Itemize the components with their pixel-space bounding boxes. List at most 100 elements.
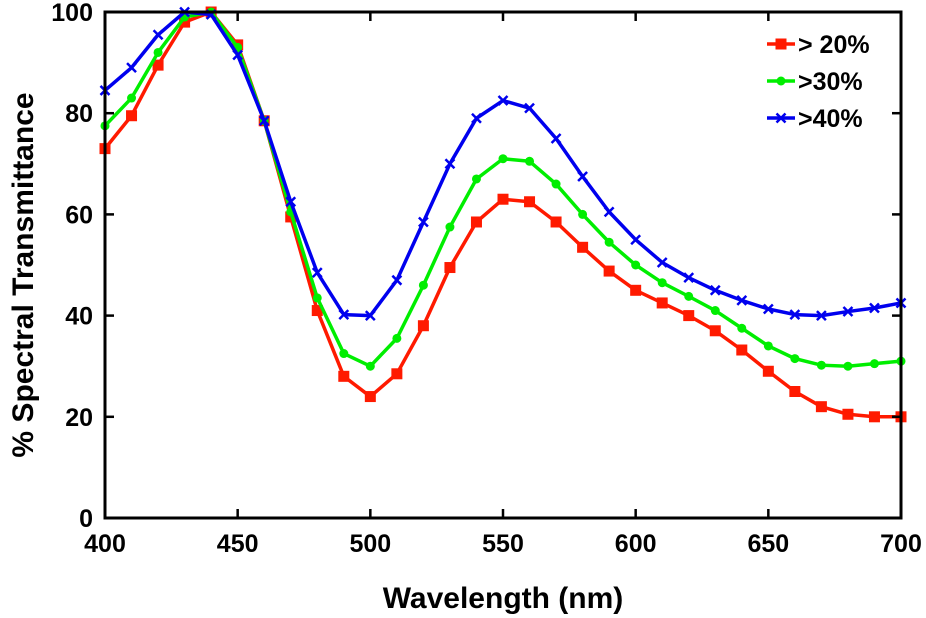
data-point-30	[737, 323, 747, 333]
data-point-40	[497, 95, 509, 106]
data-point-30	[153, 47, 163, 57]
data-point-20	[444, 262, 456, 274]
data-point-20	[577, 241, 589, 253]
series-line-40	[103, 10, 902, 318]
data-point-40	[656, 257, 668, 268]
data-point-40	[311, 267, 323, 278]
data-point-40	[762, 303, 774, 315]
data-point-20	[152, 59, 164, 71]
axis-ticks	[103, 10, 903, 520]
data-point-40	[391, 274, 403, 286]
data-point-20	[417, 320, 429, 332]
data-point-30	[365, 361, 375, 371]
data-point-20	[683, 310, 695, 322]
data-point-40	[364, 310, 376, 321]
data-point-30	[869, 359, 879, 369]
data-point-30	[339, 349, 349, 359]
y-tick-label: 60	[65, 201, 93, 229]
data-point-40	[630, 234, 642, 246]
data-point-30	[684, 291, 694, 301]
data-point-40	[550, 133, 562, 144]
data-point-30	[525, 156, 535, 166]
data-point-30	[312, 293, 322, 303]
data-point-30	[498, 154, 508, 164]
legend-label: >40%	[798, 105, 863, 133]
data-point-30	[604, 237, 614, 247]
data-point-30	[551, 179, 561, 189]
data-point-20	[311, 305, 323, 317]
data-point-40	[126, 62, 137, 74]
data-point-40	[683, 272, 695, 284]
data-point-40	[285, 196, 297, 208]
series-layer	[99, 6, 907, 423]
legend-entry-40: >40%	[767, 105, 863, 133]
data-point-30	[418, 280, 428, 290]
data-point-20	[842, 408, 854, 420]
data-point-30	[710, 306, 720, 316]
legend-swatch-marker	[775, 112, 787, 124]
data-point-30	[392, 333, 402, 343]
series-line-20	[103, 10, 901, 419]
data-point-20	[736, 344, 748, 356]
x-tick-label: 400	[84, 530, 126, 558]
data-point-20	[497, 193, 509, 205]
data-point-40	[603, 206, 615, 218]
legend-entry-20: > 20%	[767, 31, 870, 59]
data-point-30	[763, 341, 773, 351]
data-point-20	[762, 365, 774, 377]
y-tick-label: 0	[79, 505, 93, 533]
y-tick-label: 100	[51, 0, 93, 27]
data-point-30	[631, 260, 641, 270]
data-point-40	[232, 49, 244, 61]
data-point-30	[471, 174, 481, 184]
data-point-30	[657, 278, 667, 288]
data-point-40	[338, 309, 350, 320]
data-point-40	[842, 306, 854, 317]
series-30	[100, 7, 906, 371]
data-point-20	[789, 386, 801, 397]
y-axis-title: % Spectral Transmittance	[7, 92, 40, 457]
legend-label: > 20%	[798, 31, 870, 59]
data-point-30	[127, 93, 137, 103]
data-point-20	[364, 391, 376, 403]
data-point-40	[577, 171, 588, 182]
legend: > 20% >30% >40%	[767, 31, 870, 133]
data-point-40	[418, 216, 429, 228]
x-tick-label: 700	[880, 530, 922, 558]
legend-swatch-marker	[775, 38, 787, 50]
x-tick-label: 550	[482, 530, 524, 558]
data-point-30	[790, 354, 800, 364]
data-point-20	[126, 110, 138, 122]
data-point-20	[524, 196, 536, 208]
data-point-30	[816, 360, 826, 370]
series-40	[99, 6, 907, 321]
data-point-20	[603, 265, 615, 277]
data-point-40	[789, 309, 801, 320]
data-point-40	[152, 29, 164, 41]
x-tick-label: 500	[349, 530, 391, 558]
data-point-40	[709, 284, 721, 296]
x-tick-label: 650	[747, 530, 789, 558]
data-point-20	[815, 401, 827, 413]
y-tick-label: 40	[65, 303, 93, 331]
x-tick-label: 600	[615, 530, 657, 558]
data-point-40	[444, 158, 456, 170]
data-point-40	[524, 102, 535, 114]
legend-label: >30%	[798, 68, 863, 96]
legend-swatch-marker	[776, 76, 786, 86]
data-point-20	[630, 284, 642, 296]
y-tick-labels: 0 20 40 60 80 100	[51, 0, 93, 533]
x-tick-label: 450	[217, 530, 259, 558]
data-point-20	[391, 368, 403, 380]
y-tick-label: 20	[65, 404, 93, 432]
data-point-30	[578, 209, 588, 219]
data-point-20	[868, 411, 880, 423]
data-point-40	[471, 112, 482, 124]
x-tick-labels: 400 450 500 550 600 650 700	[84, 530, 922, 558]
series-20	[99, 6, 907, 423]
plot-frame	[103, 10, 903, 520]
data-point-40	[816, 310, 827, 321]
data-point-20	[338, 370, 350, 382]
data-point-40	[869, 302, 880, 314]
